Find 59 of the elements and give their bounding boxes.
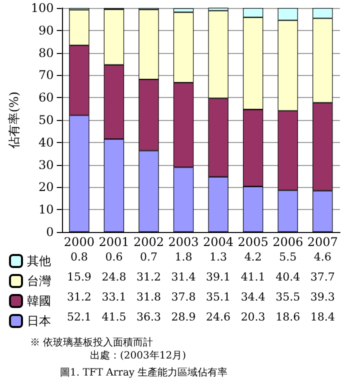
data-label: 31.8 — [136, 290, 161, 304]
text: 出處：(2003年12月) — [90, 350, 186, 362]
data-label: 35.5 — [276, 290, 300, 304]
y-tick-label: 100 — [30, 1, 54, 15]
data-label: 33.1 — [102, 290, 126, 304]
data-label: 0.7 — [140, 250, 158, 264]
legend-label: 台灣 — [27, 274, 51, 288]
data-label: 39.3 — [310, 290, 335, 304]
y-tick-label: 0 — [46, 225, 54, 239]
y-tick-label: 80 — [38, 46, 54, 60]
data-label: 24.6 — [206, 310, 231, 324]
legend-label: 其他 — [27, 254, 51, 268]
y-tick-label: 60 — [38, 90, 54, 105]
text: 圖1. TFT Array 生產能力區域佔有率 — [60, 366, 228, 378]
data-label: 18.4 — [310, 310, 335, 324]
data-label: 41.5 — [102, 310, 126, 324]
y-tick-label: 20 — [38, 180, 54, 194]
y-tick-label: 50 — [38, 113, 54, 127]
data-label: 52.1 — [66, 310, 92, 324]
y-axis-title: 佔有率(%) — [7, 92, 21, 150]
data-label: 40.4 — [276, 270, 300, 284]
data-label: 20.3 — [240, 310, 266, 324]
data-label: 28.9 — [171, 310, 196, 324]
legend-label: 韓國 — [27, 294, 51, 308]
x-tick-label: 2004 — [203, 235, 234, 249]
data-label: 37.8 — [171, 290, 196, 304]
x-tick-label: 2006 — [272, 235, 304, 249]
data-label: 4.2 — [244, 250, 262, 264]
data-label: 35.1 — [206, 290, 231, 304]
data-label: 18.6 — [276, 310, 300, 324]
y-tick-label: 70 — [38, 68, 54, 82]
data-label: 41.1 — [240, 270, 266, 284]
data-label: 24.8 — [102, 270, 126, 284]
text: ※ 依玻璃基板投入面積而計 — [30, 336, 154, 348]
data-label: 31.2 — [136, 270, 161, 284]
data-label: 5.5 — [279, 250, 297, 264]
data-label: 0.6 — [105, 250, 123, 264]
data-label: 4.6 — [314, 250, 332, 264]
data-label: 34.4 — [240, 290, 266, 304]
x-tick-label: 2007 — [307, 235, 338, 249]
data-label: 31.2 — [66, 290, 92, 304]
data-label: 1.8 — [174, 250, 192, 264]
y-tick-label: 10 — [38, 202, 54, 217]
legend-label: 日本 — [27, 314, 51, 328]
x-tick-label: 2000 — [64, 235, 94, 249]
x-tick-label: 2002 — [133, 235, 164, 249]
y-tick-label: 90 — [38, 23, 54, 38]
data-label: 15.9 — [66, 270, 92, 284]
data-label: 36.3 — [136, 310, 161, 324]
y-tick-label: 30 — [38, 158, 54, 172]
y-tick-label: 40 — [38, 135, 54, 150]
data-label: 39.1 — [206, 270, 231, 284]
x-tick-label: 2005 — [238, 235, 268, 249]
x-tick-label: 2001 — [98, 235, 130, 249]
data-label: 1.3 — [210, 250, 228, 264]
data-label: 31.4 — [171, 270, 196, 284]
data-label: 0.8 — [70, 250, 88, 264]
data-label: 37.7 — [310, 270, 335, 284]
x-tick-label: 2003 — [168, 235, 199, 249]
